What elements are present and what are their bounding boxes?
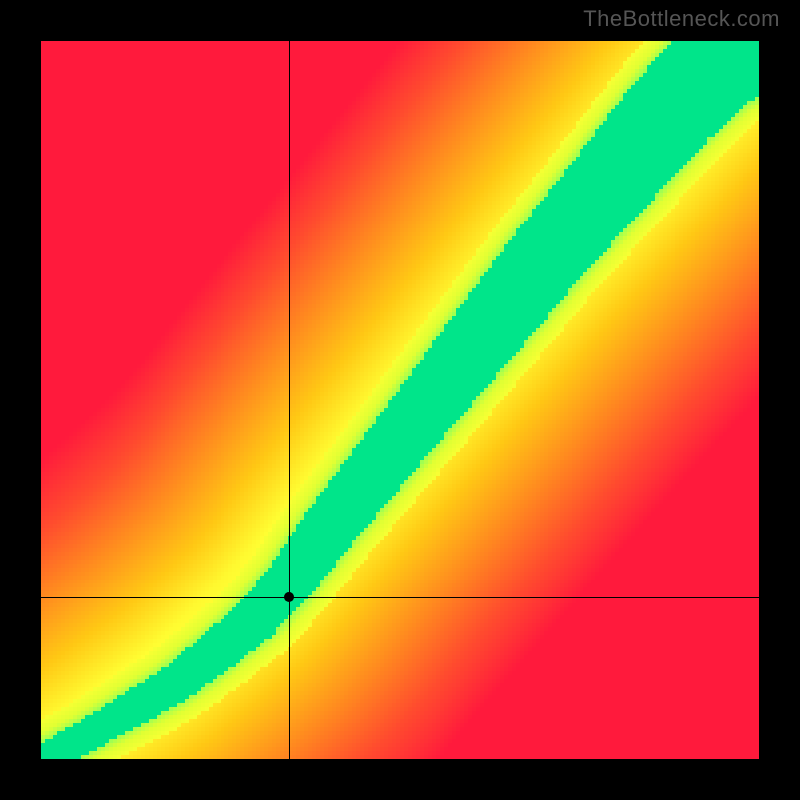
- watermark-label: TheBottleneck.com: [583, 6, 780, 32]
- bottleneck-heatmap: [41, 41, 759, 759]
- plot-area: [41, 41, 759, 759]
- chart-container: TheBottleneck.com: [0, 0, 800, 800]
